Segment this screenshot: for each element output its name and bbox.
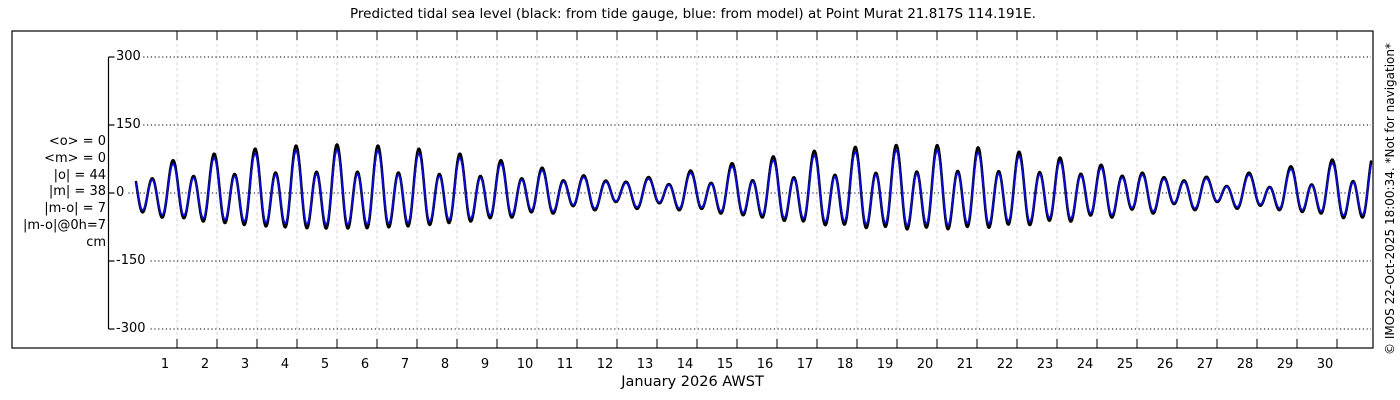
x-day-label: 16 — [756, 357, 774, 372]
x-day-label: 4 — [280, 357, 290, 372]
x-day-label: 10 — [516, 357, 534, 372]
x-day-label: 1 — [160, 357, 170, 372]
y-tick-label: 300 — [116, 49, 141, 64]
y-tick-label: -150 — [116, 253, 146, 268]
x-day-label: 19 — [876, 357, 894, 372]
x-day-label: 13 — [636, 357, 654, 372]
chart-title: Predicted tidal sea level (black: from t… — [350, 6, 1036, 22]
x-day-label: 20 — [916, 357, 934, 372]
x-day-label: 18 — [836, 357, 854, 372]
stat-mean-model: <m> = 0 — [44, 150, 106, 166]
stat-abs-obs: |o| = 44 — [53, 167, 106, 183]
x-day-label: 23 — [1036, 357, 1054, 372]
plot-border — [11, 30, 1374, 349]
x-day-label: 21 — [956, 357, 974, 372]
y-tick-label: 150 — [116, 117, 141, 132]
x-day-label: 22 — [996, 357, 1014, 372]
x-day-label: 5 — [320, 357, 330, 372]
stats-panel: <o> = 0 <m> = 0 |o| = 44 |m| = 38 |m-o| … — [14, 134, 106, 252]
stat-mean-obs: <o> = 0 — [48, 134, 106, 149]
x-day-label: 8 — [440, 357, 450, 372]
x-day-label: 12 — [596, 357, 614, 372]
x-day-label: 6 — [360, 357, 370, 372]
stat-abs-diff: |m-o| = 7 — [44, 201, 106, 217]
model-series-line — [135, 148, 1372, 227]
x-day-label: 24 — [1076, 357, 1094, 372]
x-day-label: 29 — [1276, 357, 1294, 372]
x-axis-label: January 2026 AWST — [621, 374, 764, 390]
x-day-label: 15 — [716, 357, 734, 372]
x-day-label: 27 — [1196, 357, 1214, 372]
x-day-label: 25 — [1116, 357, 1134, 372]
stat-abs-model: |m| = 38 — [48, 184, 106, 200]
y-tick-label: 0 — [116, 185, 125, 200]
x-day-label: 26 — [1156, 357, 1174, 372]
x-day-label: 14 — [676, 357, 694, 372]
x-day-label: 28 — [1236, 357, 1254, 372]
x-day-label: 11 — [556, 357, 574, 372]
stat-diff-at-0h: |m-o|@0h=7 — [23, 217, 106, 233]
stat-units: cm — [86, 234, 106, 250]
x-day-label: 2 — [200, 357, 210, 372]
x-day-label: 30 — [1316, 357, 1334, 372]
x-day-label: 7 — [400, 357, 410, 372]
x-day-label: 17 — [796, 357, 814, 372]
x-day-label: 9 — [480, 357, 490, 372]
y-tick-label: -300 — [116, 321, 146, 336]
x-day-label: 3 — [240, 357, 250, 372]
gauge-series-line — [134, 143, 1373, 231]
copyright-watermark: © IMOS 22-Oct-2025 18:00:34. *Not for na… — [1383, 43, 1397, 355]
